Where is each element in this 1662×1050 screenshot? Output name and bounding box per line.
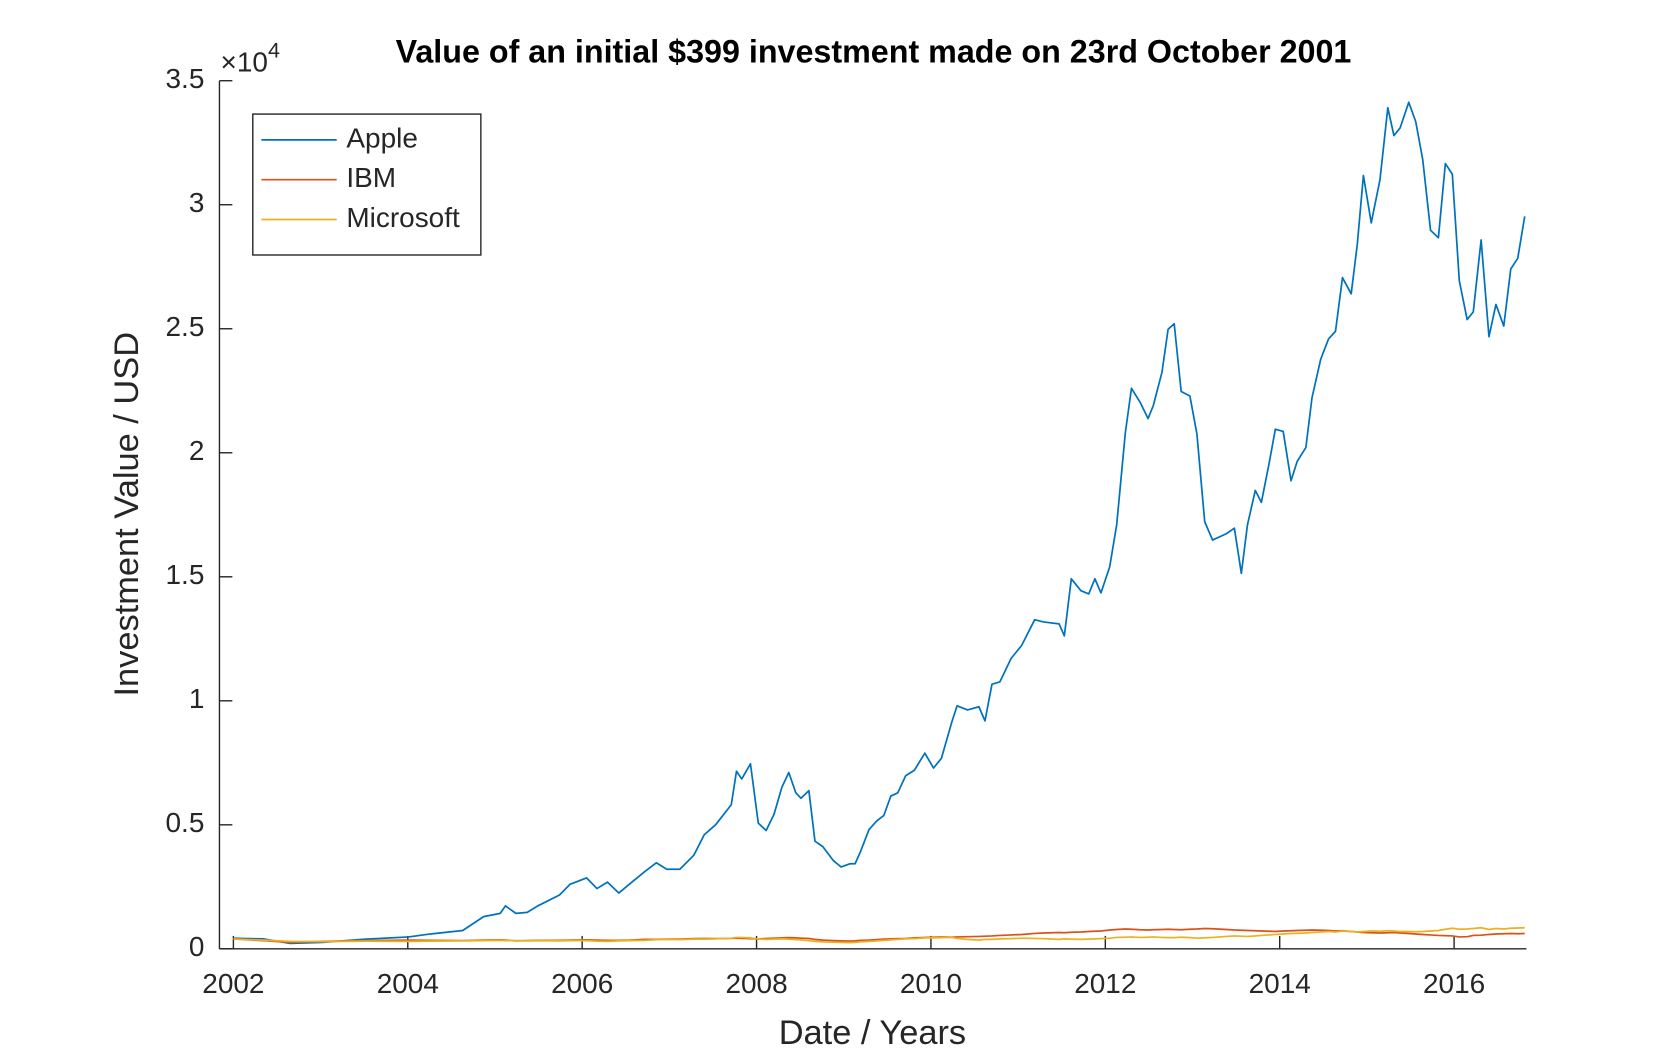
y-tick-label: 1 <box>189 683 205 714</box>
y-tick-label: 2 <box>189 435 205 466</box>
series-line <box>233 926 1525 944</box>
y-axis-label: Investment Value / USD <box>108 332 146 697</box>
legend-label: Apple <box>346 122 418 153</box>
x-tick-label: 2016 <box>1423 968 1485 999</box>
x-tick-label: 2004 <box>377 968 439 999</box>
y-tick-label: 2.5 <box>166 311 205 342</box>
y-multiplier-base: ×10 <box>221 47 268 78</box>
y-multiplier: ×104 <box>221 38 280 78</box>
axes: 0 0.5 1 1.5 2 2.5 3 3.5 2002 2004 2006 2008 2010 2012… <box>166 63 1527 999</box>
y-tick-label: 3.5 <box>166 63 205 94</box>
series-line <box>233 101 1526 945</box>
y-multiplier-exponent: 4 <box>268 38 280 62</box>
y-tick-label: 3 <box>189 187 205 218</box>
legend-label: IBM <box>346 162 396 193</box>
x-tick-label: 2008 <box>725 968 787 999</box>
chart-title: Value of an initial $399 investment made… <box>396 33 1352 69</box>
legend-label: Microsoft <box>346 202 460 233</box>
y-tick-label: 0 <box>189 931 205 962</box>
y-tick-label: 1.5 <box>166 559 205 590</box>
plot-area <box>233 101 1526 945</box>
x-tick-label: 2006 <box>551 968 613 999</box>
x-tick-label: 2002 <box>202 968 264 999</box>
y-tick-label: 0.5 <box>166 807 205 838</box>
x-tick-label: 2010 <box>900 968 962 999</box>
legend: Apple IBM Microsoft <box>252 113 482 256</box>
legend-box <box>252 113 482 256</box>
x-axis-label: Date / Years <box>779 1014 966 1050</box>
x-tick-label: 2012 <box>1074 968 1136 999</box>
x-tick-label: 2014 <box>1249 968 1311 999</box>
